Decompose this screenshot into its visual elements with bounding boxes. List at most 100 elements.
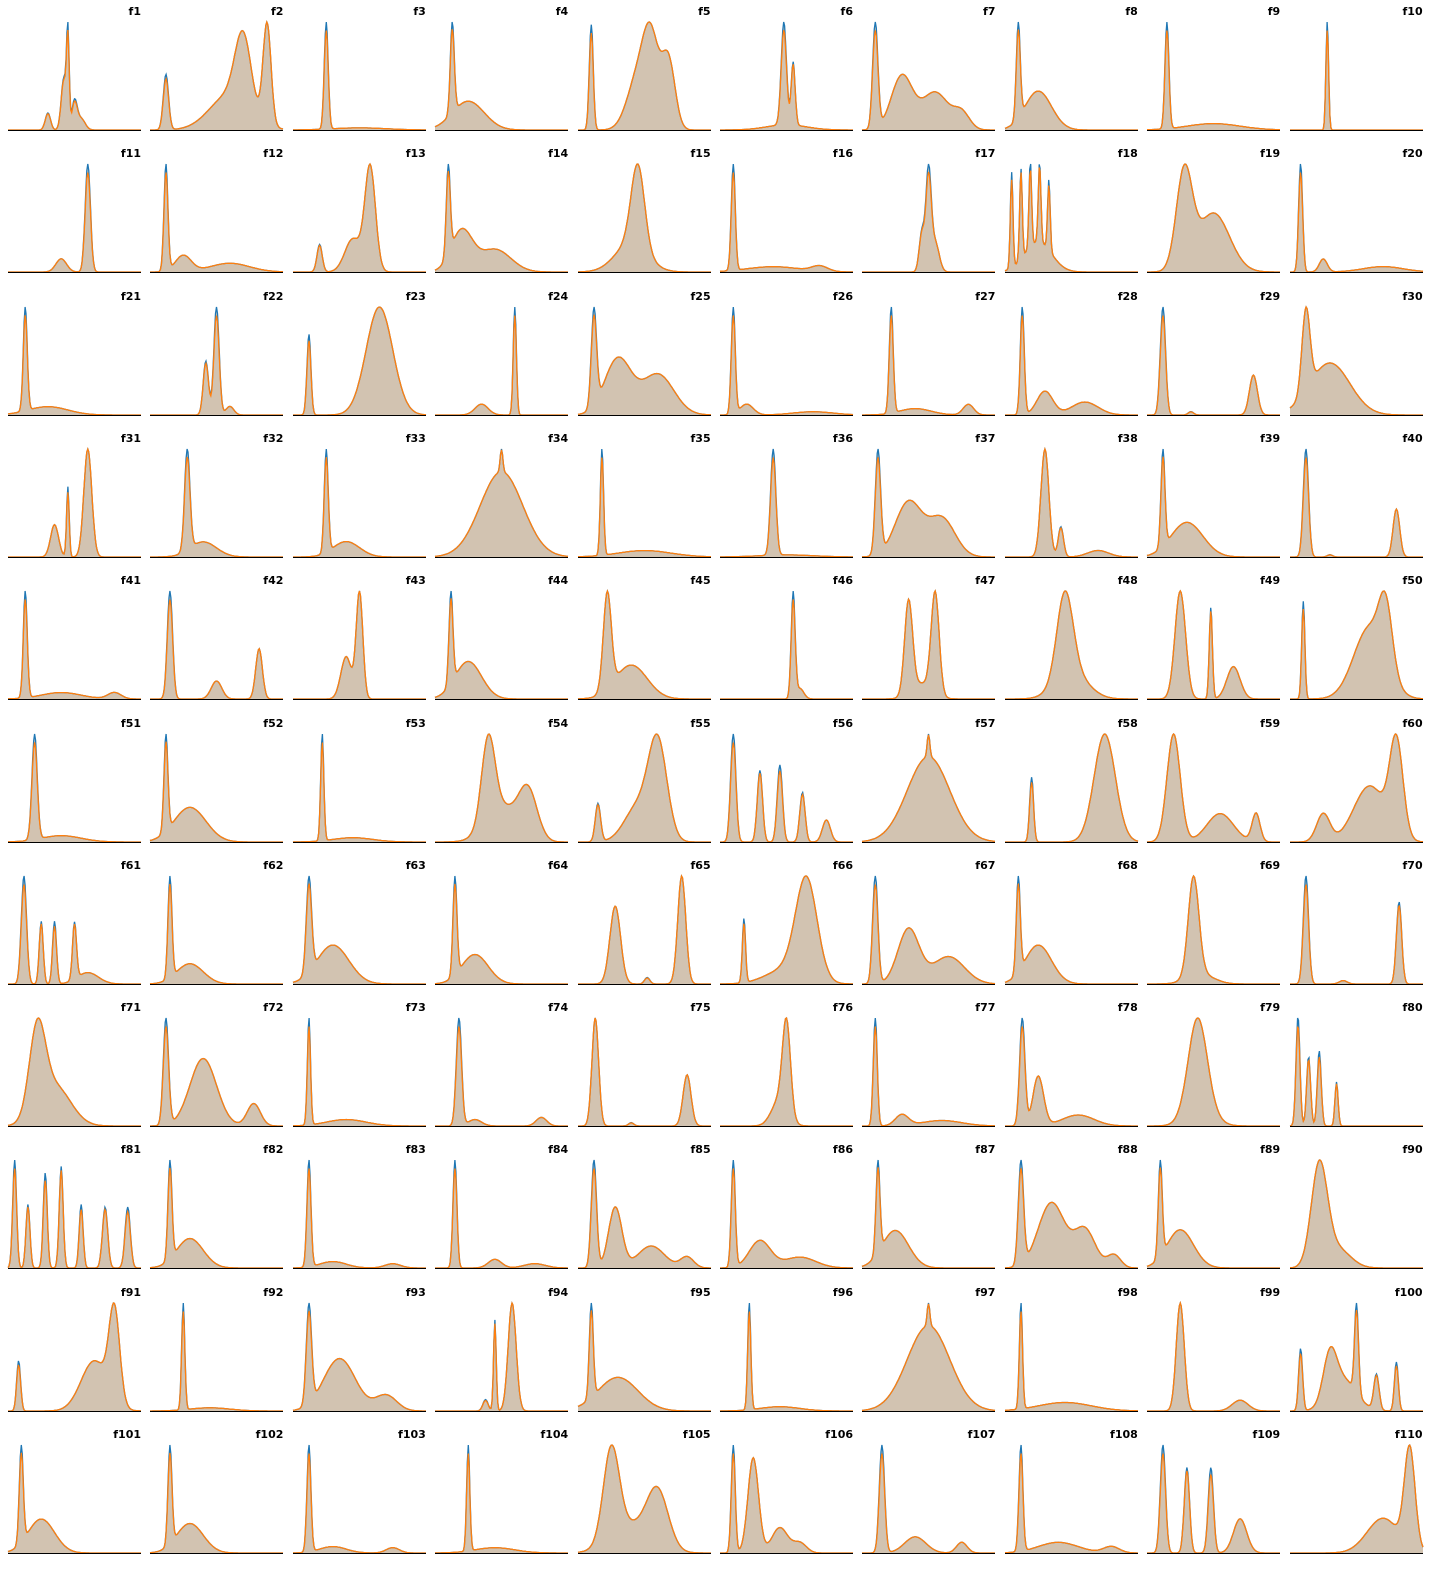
density-area bbox=[862, 306, 996, 415]
density-area bbox=[862, 733, 996, 842]
density-area bbox=[8, 448, 141, 557]
density-plot-f17 bbox=[862, 164, 996, 274]
density-line-series-a bbox=[577, 448, 711, 558]
density-plot-f77 bbox=[862, 1018, 996, 1128]
density-line-series-b bbox=[577, 314, 711, 416]
panel-f74: f74 bbox=[435, 1000, 569, 1130]
density-area bbox=[150, 1160, 284, 1269]
density-plot-f100 bbox=[1289, 1302, 1423, 1412]
panel-title: f3 bbox=[413, 5, 426, 18]
panel-f13: f13 bbox=[292, 146, 426, 276]
density-area bbox=[292, 1302, 426, 1411]
panel-title: f10 bbox=[1402, 5, 1423, 18]
panel-title: f102 bbox=[255, 1428, 284, 1441]
panel-title: f65 bbox=[690, 858, 711, 872]
density-area bbox=[150, 306, 284, 415]
density-area bbox=[1147, 1160, 1281, 1269]
panel-f91: f91 bbox=[8, 1285, 141, 1415]
panel-title: f50 bbox=[1402, 574, 1423, 588]
density-area bbox=[1147, 448, 1281, 557]
density-line-series-b bbox=[150, 1311, 284, 1412]
panel-f50: f50 bbox=[1289, 573, 1423, 703]
density-area bbox=[1289, 306, 1423, 415]
density-plot-f33 bbox=[292, 448, 426, 558]
density-plot-f20 bbox=[1289, 164, 1423, 274]
panel-f11: f11 bbox=[8, 146, 141, 276]
density-plot-f46 bbox=[720, 591, 853, 701]
panel-title: f22 bbox=[263, 289, 284, 303]
panel-f12: f12 bbox=[150, 146, 284, 276]
density-plot-f66 bbox=[720, 875, 853, 985]
panel-title: f60 bbox=[1402, 716, 1423, 730]
density-area bbox=[435, 733, 569, 842]
panel-f16: f16 bbox=[719, 146, 853, 276]
panel-f86: f86 bbox=[720, 1142, 854, 1272]
panel-f42: f42 bbox=[150, 573, 284, 703]
panel-title: f63 bbox=[405, 858, 426, 872]
panel-f75: f75 bbox=[577, 1000, 711, 1130]
panel-title: f59 bbox=[1260, 716, 1281, 730]
panel-title: f90 bbox=[1402, 1143, 1423, 1157]
density-line-series-b bbox=[577, 1310, 711, 1412]
density-plot-f59 bbox=[1147, 732, 1281, 843]
panel-title: f31 bbox=[120, 431, 141, 445]
density-area bbox=[720, 591, 853, 700]
density-line-series-b bbox=[1289, 305, 1423, 416]
density-plot-f79 bbox=[1147, 1017, 1281, 1128]
density-line-series-b bbox=[292, 1026, 426, 1127]
panel-title: f46 bbox=[832, 574, 853, 588]
density-plot-f23 bbox=[292, 305, 426, 416]
panel-f17: f17 bbox=[862, 146, 996, 276]
density-area bbox=[1289, 1160, 1423, 1269]
panel-title: f101 bbox=[113, 1428, 141, 1441]
density-plot-f39 bbox=[1146, 448, 1281, 558]
panel-f92: f92 bbox=[150, 1285, 284, 1415]
panel-title: f20 bbox=[1402, 147, 1423, 161]
density-plot-f56 bbox=[720, 733, 853, 843]
panel-title: f9 bbox=[1267, 5, 1281, 18]
density-line-series-a bbox=[435, 1444, 569, 1554]
panel-f23: f23 bbox=[292, 289, 426, 419]
density-area bbox=[1004, 875, 1138, 984]
panel-f63: f63 bbox=[292, 858, 426, 988]
panel-f7: f7 bbox=[862, 4, 996, 134]
density-plot-f98 bbox=[1004, 1302, 1138, 1412]
density-area bbox=[435, 1160, 569, 1269]
panel-title: f40 bbox=[1402, 431, 1423, 445]
density-area bbox=[435, 591, 569, 700]
panel-f46: f46 bbox=[720, 573, 853, 703]
panel-title: f76 bbox=[832, 1001, 853, 1015]
panel-title: f35 bbox=[690, 431, 711, 445]
density-plot-f71 bbox=[7, 1017, 141, 1128]
panel-title: f25 bbox=[690, 289, 711, 303]
panel-f34: f34 bbox=[435, 431, 569, 561]
density-line-series-a bbox=[292, 21, 426, 131]
density-line-series-b bbox=[720, 457, 853, 558]
panel-f69: f69 bbox=[1147, 858, 1281, 988]
panel-f104: f104 bbox=[435, 1427, 569, 1557]
panel-title: f23 bbox=[405, 289, 426, 303]
density-plot-f57 bbox=[862, 733, 996, 843]
density-area bbox=[8, 1302, 141, 1411]
density-area bbox=[577, 875, 711, 984]
density-line-series-a bbox=[720, 591, 853, 700]
density-line-series-b bbox=[862, 457, 996, 558]
panel-title: f80 bbox=[1402, 1001, 1423, 1015]
density-plot-f86 bbox=[720, 1160, 854, 1270]
panel-f38: f38 bbox=[1004, 431, 1138, 561]
panel-title: f92 bbox=[263, 1285, 284, 1299]
density-plot-f65 bbox=[577, 873, 711, 985]
density-plot-f91 bbox=[8, 1301, 141, 1412]
density-area bbox=[292, 1160, 426, 1269]
density-plot-f109 bbox=[1147, 1444, 1281, 1554]
density-area bbox=[720, 164, 853, 273]
panel-title: f66 bbox=[832, 858, 853, 872]
density-plot-f76 bbox=[720, 1017, 853, 1128]
panel-title: f43 bbox=[405, 574, 426, 588]
density-plot-f41 bbox=[8, 591, 141, 701]
panel-f26: f26 bbox=[720, 289, 854, 419]
density-line-series-a bbox=[435, 1300, 569, 1412]
density-line-series-a bbox=[435, 306, 569, 416]
panel-title: f11 bbox=[120, 147, 141, 161]
density-area bbox=[862, 1018, 996, 1127]
